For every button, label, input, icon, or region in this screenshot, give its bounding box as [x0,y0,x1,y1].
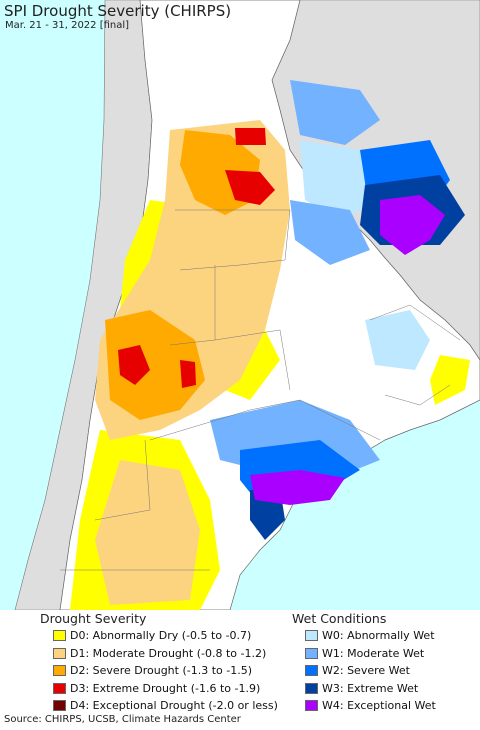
legend-item-w4: W4: Exceptional Wet [292,697,436,715]
source-credit: Source: CHIRPS, UCSB, Climate Hazards Ce… [4,714,241,725]
legend-swatch-d0 [53,630,66,642]
w0-area-east [365,310,430,370]
d3-area-central [180,360,196,388]
w1-area [290,80,380,145]
legend-item-d3: D3: Extreme Drought (-1.6 to -1.9) [40,680,278,698]
legend-swatch-w1 [305,647,318,659]
legend-swatch-w0 [305,630,318,642]
legend-label-d1: D1: Moderate Drought (-0.8 to -1.2) [70,646,267,660]
legend-item-w3: W3: Extreme Wet [292,680,436,698]
legend-label-w3: W3: Extreme Wet [322,681,419,695]
legend-item-d2: D2: Severe Drought (-1.3 to -1.5) [40,662,278,680]
w0-area [300,140,380,220]
legend-label-d2: D2: Severe Drought (-1.3 to -1.5) [70,664,253,678]
w4-area-south [250,470,345,505]
legend-swatch-w3 [305,682,318,694]
legend-swatch-d2 [53,665,66,677]
d3-area-west [118,345,150,385]
legend-label-w0: W0: Abnormally Wet [322,629,435,643]
d0-area-east [430,355,470,405]
legend-swatch-w2 [305,665,318,677]
legend-label-w4: W4: Exceptional Wet [322,699,436,713]
wet-legend-heading: Wet Conditions [292,611,387,626]
legend-item-d1: D1: Moderate Drought (-0.8 to -1.2) [40,645,278,663]
d2-area-west [105,310,205,420]
map-subtitle: Mar. 21 - 31, 2022 [final] [5,20,130,31]
drought-legend: Drought Severity D0: Abnormally Dry (-0.… [40,610,278,715]
legend-item-w0: W0: Abnormally Wet [292,627,436,645]
legend-item-w2: W2: Severe Wet [292,662,436,680]
drought-legend-heading: Drought Severity [40,611,147,626]
legend: Drought Severity D0: Abnormally Dry (-0.… [0,610,480,712]
legend-label-d3: D3: Extreme Drought (-1.6 to -1.9) [70,681,261,695]
legend-item-w1: W1: Moderate Wet [292,645,436,663]
legend-swatch-d1 [53,647,66,659]
drought-map [0,0,480,610]
wet-legend: Wet Conditions W0: Abnormally Wet W1: Mo… [292,610,436,715]
legend-swatch-d4 [53,700,66,712]
legend-label-w1: W1: Moderate Wet [322,646,425,660]
w1-area-central [290,200,370,265]
d1-area-south [95,460,200,605]
legend-item-d0: D0: Abnormally Dry (-0.5 to -0.7) [40,627,278,645]
legend-label-d4: D4: Exceptional Drought (-2.0 or less) [70,699,278,713]
legend-item-d4: D4: Exceptional Drought (-2.0 or less) [40,697,278,715]
d3-area [225,170,275,205]
d3-area-top [235,128,266,145]
legend-label-w2: W2: Severe Wet [322,664,410,678]
legend-label-d0: D0: Abnormally Dry (-0.5 to -0.7) [70,629,252,643]
province-borders [60,209,461,571]
legend-swatch-w4 [305,700,318,712]
legend-swatch-d3 [53,682,66,694]
w4-area [380,195,445,255]
map-title: SPI Drought Severity (CHIRPS) [4,2,232,20]
